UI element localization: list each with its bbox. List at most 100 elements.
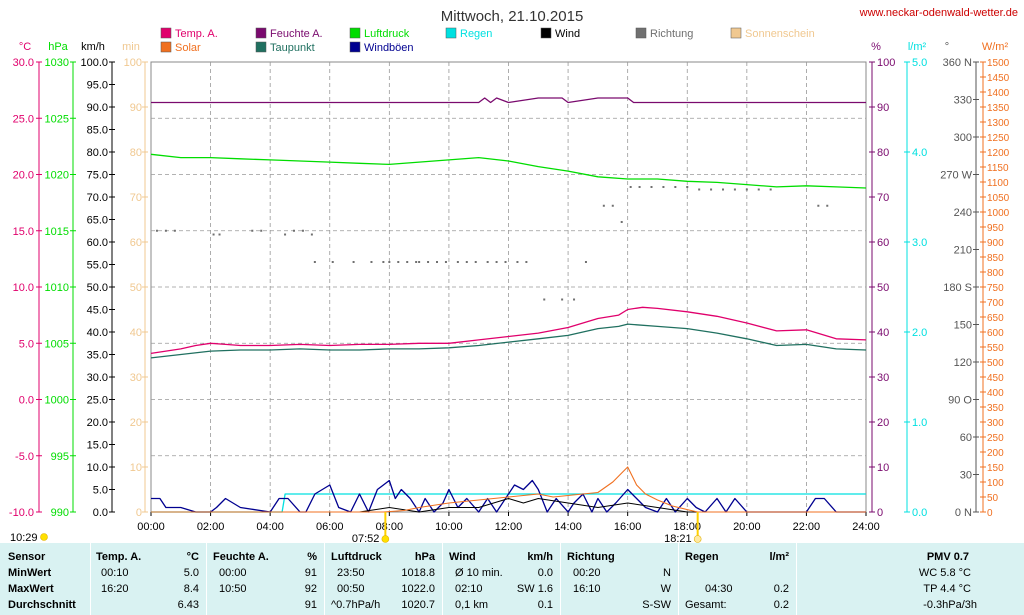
time-tick-label: 20:00 xyxy=(733,521,761,533)
humidity-avg: 91 xyxy=(304,599,317,611)
sunrise-time: 07:52 xyxy=(352,533,380,543)
series-feuchte-a xyxy=(151,97,866,104)
time-tick-label: 00:00 xyxy=(137,521,165,533)
solar-tick-label: 1400 xyxy=(987,88,1010,99)
direction-tick-label: 330 xyxy=(954,95,972,107)
humidity-tick-label: 100 xyxy=(877,57,895,69)
wind-tick-label: 85.0 xyxy=(87,125,108,137)
legend-label: Wind xyxy=(555,28,580,40)
legend-swatch xyxy=(445,27,457,39)
humidity-min-time: 00:00 xyxy=(219,567,247,579)
solar-tick-label: 950 xyxy=(987,223,1004,234)
direction-point xyxy=(301,229,304,232)
humidity-tick-label: 60 xyxy=(877,237,889,249)
humidity-tick-label: 70 xyxy=(877,192,889,204)
direction-tick-label: 90 O xyxy=(948,395,972,407)
direction-point xyxy=(293,229,295,232)
sunshine-icon xyxy=(40,533,48,541)
time-tick-label: 18:00 xyxy=(673,521,701,533)
pressure-max: 1022.0 xyxy=(401,583,435,595)
solar-tick-label: 800 xyxy=(987,268,1004,279)
pressure-tick-label: 995 xyxy=(51,451,69,463)
direction-tick-label: 300 xyxy=(954,132,972,144)
pressure-avg: 1020.7 xyxy=(401,599,435,611)
direction-tick-label: 270 W xyxy=(940,170,972,182)
solar-tick-label: 1050 xyxy=(987,193,1010,204)
wind-tick-label: 75.0 xyxy=(87,170,108,182)
direction-point xyxy=(164,229,167,232)
temp-tick-label: 30.0 xyxy=(13,57,34,69)
direction-point xyxy=(584,261,587,263)
pmv-header: PMV 0.7 xyxy=(926,551,969,563)
humidity-axis-unit: % xyxy=(871,41,881,53)
site-url[interactable]: www.neckar-odenwald-wetter.de xyxy=(859,7,1018,19)
sun-markers: 07:52 18:21 10:29 xyxy=(10,512,702,543)
wind-max-time: 02:10 xyxy=(455,583,483,595)
direction-tick-label: 360 N xyxy=(943,57,972,69)
legend-swatch xyxy=(255,41,267,53)
direction-tick-label: 0 N xyxy=(955,507,972,519)
rain-unit: l/m² xyxy=(769,551,789,563)
pressure-min: 1018.8 xyxy=(401,567,435,579)
direction-point xyxy=(415,261,418,263)
sunshine-tick-label: 0 xyxy=(136,507,142,519)
direction-point xyxy=(674,186,677,188)
direction-point xyxy=(722,188,724,191)
direction-point xyxy=(352,261,355,263)
direction-tick-label: 120 xyxy=(954,357,972,369)
humidity-tick-label: 0 xyxy=(877,507,883,519)
rain-tick-label: 0.0 xyxy=(912,507,927,519)
solar-tick-label: 200 xyxy=(987,448,1004,459)
pressure-min-time: 23:50 xyxy=(337,567,365,579)
direction-point xyxy=(495,261,498,263)
direction-point xyxy=(212,233,215,236)
humidity-max-time: 10:50 xyxy=(219,583,247,595)
direction-point xyxy=(686,186,689,188)
solar-axis-unit: W/m² xyxy=(982,41,1009,53)
direction-point xyxy=(260,229,263,232)
time-tick-label: 14:00 xyxy=(554,521,582,533)
legend-label: Feuchte A. xyxy=(270,28,323,40)
solar-tick-label: 450 xyxy=(987,373,1004,384)
direction-point xyxy=(436,261,438,263)
series-temp-a xyxy=(150,306,867,355)
legend-swatch xyxy=(160,41,172,53)
direction-point xyxy=(388,261,391,263)
table-col-wind: Wind km/h Ø 10 min. 0.0 02:10 SW 1.6 0,1… xyxy=(442,543,561,615)
solar-tick-label: 500 xyxy=(987,358,1004,369)
solar-tick-label: 600 xyxy=(987,328,1004,339)
axes: 30.025.020.015.010.05.00.0-5.0-10.010301… xyxy=(9,57,1010,533)
legend-label: Temp. A. xyxy=(175,28,218,40)
rain-tick-label: 2.0 xyxy=(912,327,927,339)
sunshine-tick-label: 50 xyxy=(130,282,142,294)
pressure-tick-label: 1015 xyxy=(45,226,69,238)
pressure-header: Luftdruck xyxy=(331,551,382,563)
wind-tick-label: 0.0 xyxy=(93,507,108,519)
legend-label: Windböen xyxy=(364,42,414,54)
direction-point xyxy=(757,188,760,191)
wind-tick-label: 40.0 xyxy=(87,327,108,339)
direction-point xyxy=(251,229,254,232)
direction-point xyxy=(629,186,632,188)
row-label-sensor: Sensor xyxy=(8,551,46,563)
direction-point xyxy=(602,204,605,207)
time-tick-label: 12:00 xyxy=(495,521,523,533)
wind-min: 0.0 xyxy=(537,567,553,579)
direction-tick-label: 210 xyxy=(954,245,972,257)
direction-point xyxy=(474,261,477,263)
solar-tick-label: 1450 xyxy=(987,73,1010,84)
pressure-trend: ^0.7hPa/h xyxy=(331,599,381,611)
solar-tick-label: 100 xyxy=(987,478,1004,489)
series-solar xyxy=(151,466,866,513)
direction-point xyxy=(155,229,158,232)
direction-tick-label: 30 xyxy=(960,470,972,482)
rain-max: 0.2 xyxy=(773,583,789,595)
wind-tick-label: 90.0 xyxy=(87,102,108,114)
sunshine-tick-label: 100 xyxy=(124,57,142,69)
legend-swatch xyxy=(730,27,742,39)
pressure-tick-label: 1030 xyxy=(45,57,69,69)
sunset-icon xyxy=(693,535,702,543)
time-tick-label: 22:00 xyxy=(793,521,821,533)
direction-point xyxy=(310,233,313,236)
direction-point xyxy=(397,261,400,263)
